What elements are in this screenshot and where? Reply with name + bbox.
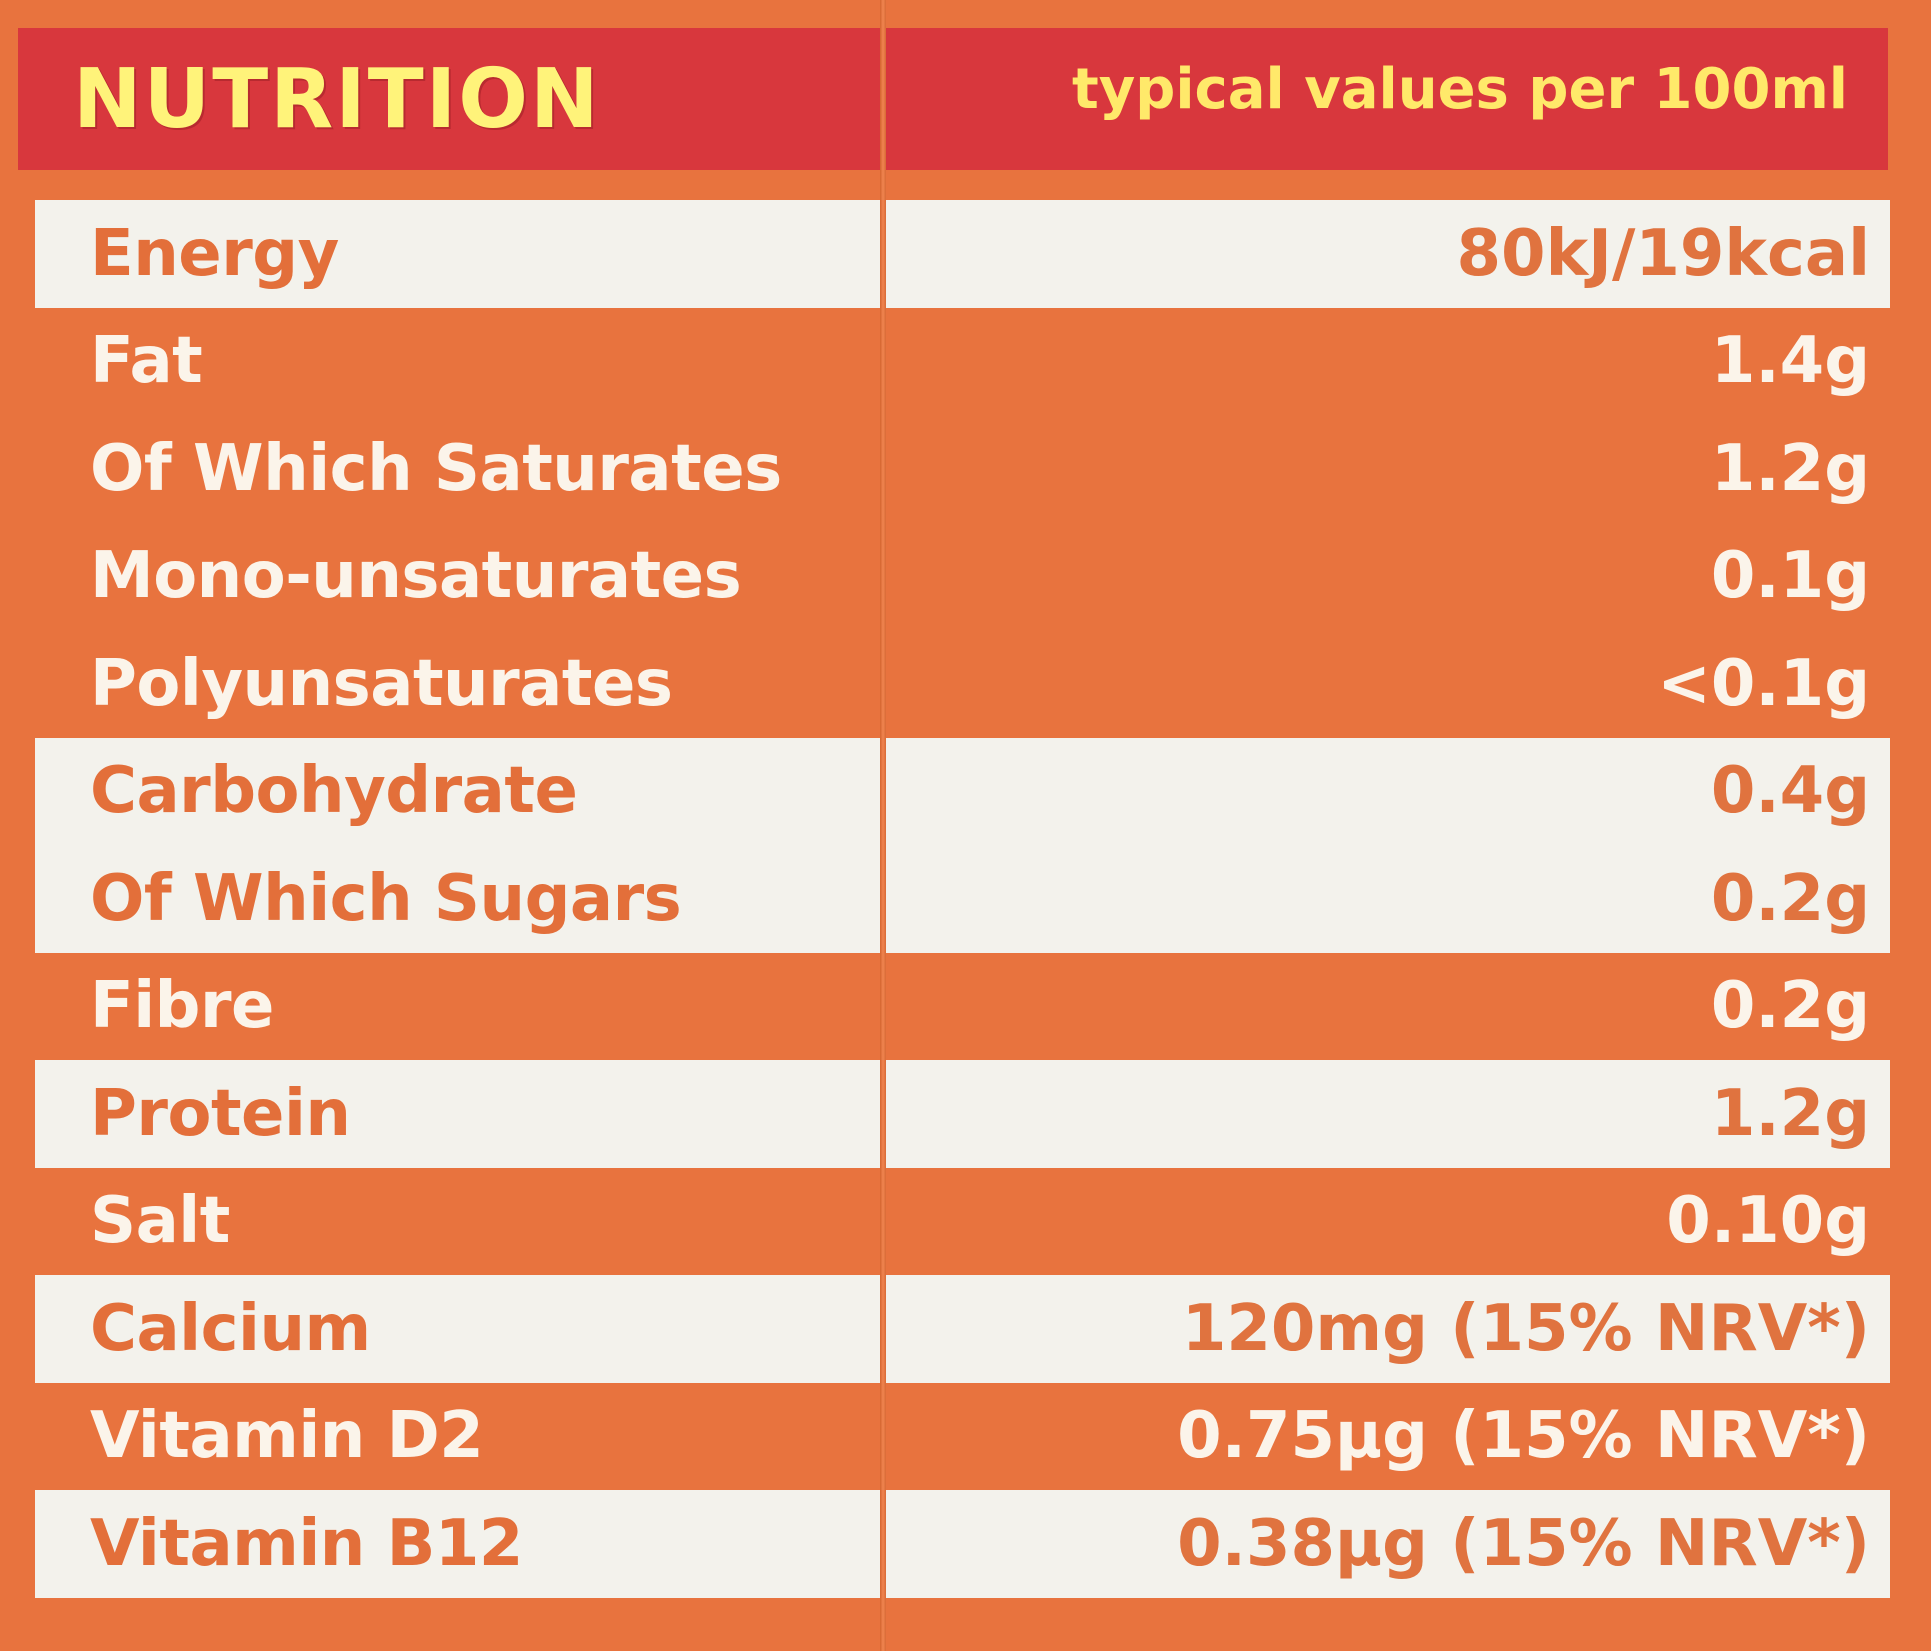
nutrition-row: Vitamin B12 0.38µg (15% NRV*)	[35, 1490, 1890, 1598]
nutrient-name: Polyunsaturates	[90, 646, 673, 721]
nutrient-value: 1.2g	[1710, 431, 1870, 506]
nutrition-row: Vitamin D2 0.75µg (15% NRV*)	[35, 1383, 1890, 1491]
nutrition-row: Protein 1.2g	[35, 1060, 1890, 1168]
nutrient-value: 0.4g	[1710, 754, 1870, 829]
nutrient-name: Vitamin B12	[90, 1506, 523, 1581]
nutrient-value: 0.2g	[1710, 861, 1870, 936]
nutrient-value: 0.2g	[1710, 969, 1870, 1044]
nutrition-row: Of Which Sugars 0.2g	[35, 845, 1890, 953]
nutrition-row: Energy 80kJ/19kcal	[35, 200, 1890, 308]
carton-fold-line	[880, 0, 886, 1651]
nutrient-value: 0.1g	[1710, 539, 1870, 614]
nutrition-row: Salt 0.10g	[35, 1168, 1890, 1276]
nutrition-row: Calcium 120mg (15% NRV*)	[35, 1275, 1890, 1383]
nutrition-row: Polyunsaturates <0.1g	[35, 630, 1890, 738]
nutrition-row: Of Which Saturates 1.2g	[35, 415, 1890, 523]
nutrient-value: 0.38µg (15% NRV*)	[1177, 1506, 1870, 1581]
nutrient-name: Vitamin D2	[90, 1399, 484, 1474]
nutrient-name: Energy	[90, 216, 339, 291]
nutrient-value: 0.10g	[1666, 1184, 1870, 1259]
nutrient-name: Fibre	[90, 969, 274, 1044]
nutrient-name: Mono-unsaturates	[90, 539, 742, 614]
nutrient-name: Of Which Sugars	[90, 861, 682, 936]
nutrition-row: Mono-unsaturates 0.1g	[35, 523, 1890, 631]
nutrient-name: Protein	[90, 1076, 351, 1151]
nutrient-value: 120mg (15% NRV*)	[1181, 1291, 1870, 1366]
nutrition-header: NUTRITION typical values per 100ml	[18, 28, 1888, 170]
per-100ml-subtitle: typical values per 100ml	[1071, 56, 1848, 122]
nutrition-row: Fat 1.4g	[35, 308, 1890, 416]
nutrition-title: NUTRITION	[73, 51, 601, 147]
nutrition-table: Energy 80kJ/19kcal Fat 1.4g Of Which Sat…	[35, 200, 1890, 1598]
nutrient-name: Of Which Saturates	[90, 431, 782, 506]
nutrient-value: 1.2g	[1710, 1076, 1870, 1151]
nutrient-name: Calcium	[90, 1291, 371, 1366]
nutrient-value: 0.75µg (15% NRV*)	[1177, 1399, 1870, 1474]
nutrient-value: 1.4g	[1710, 324, 1870, 399]
nutrient-value: 80kJ/19kcal	[1456, 216, 1871, 291]
nutrient-name: Fat	[90, 324, 203, 399]
nutrient-name: Salt	[90, 1184, 230, 1259]
nutrition-row: Carbohydrate 0.4g	[35, 737, 1890, 845]
nutrient-name: Carbohydrate	[90, 754, 578, 829]
nutrient-value: <0.1g	[1657, 646, 1870, 721]
nutrition-row: Fibre 0.2g	[35, 953, 1890, 1061]
